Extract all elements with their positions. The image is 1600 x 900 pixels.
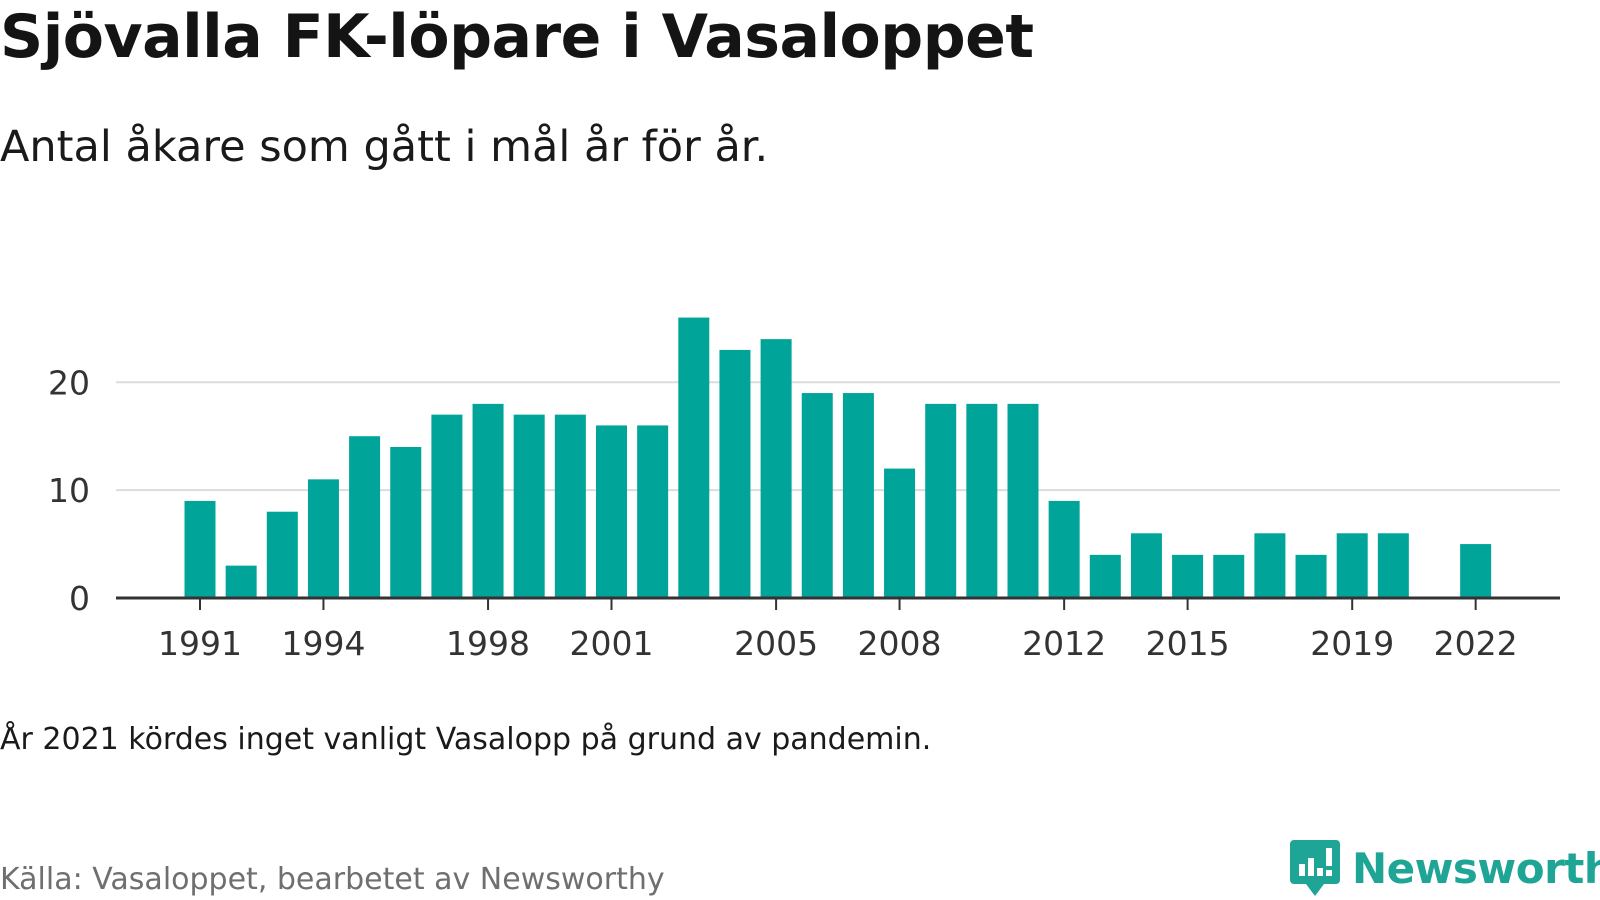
x-tick-label-1998: 1998: [446, 624, 530, 663]
bar-2016[interactable]: [1213, 554, 1245, 598]
bar-1995[interactable]: [349, 436, 381, 598]
chart-footnote: År 2021 kördes inget vanligt Vasalopp på…: [0, 722, 932, 757]
source-note: Källa: Vasaloppet, bearbetet av Newswort…: [0, 862, 665, 897]
x-tick-label-2022: 2022: [1434, 624, 1518, 663]
bar-2010[interactable]: [966, 403, 998, 598]
bar-2017[interactable]: [1254, 533, 1286, 598]
bar-2006[interactable]: [801, 393, 833, 598]
gridlines: [116, 381, 1560, 492]
y-tick-label-20: 20: [48, 363, 90, 402]
x-tick-label-1994: 1994: [281, 624, 365, 663]
x-tick-label-2005: 2005: [734, 624, 818, 663]
x-tick-label-2012: 2012: [1022, 624, 1106, 663]
bar-2003[interactable]: [678, 317, 710, 598]
bar-2004[interactable]: [719, 349, 751, 598]
bar-2022[interactable]: [1460, 544, 1492, 598]
bar-1994[interactable]: [307, 479, 339, 598]
x-axis-ticks: 1991 1994 1998 2001 2005 2008 2012 2015 2019 2022: [158, 598, 1518, 663]
newsworthy-logo[interactable]: Newsworthy: [1290, 840, 1600, 900]
bar-2015[interactable]: [1172, 554, 1204, 598]
bar-1993[interactable]: [266, 511, 298, 598]
y-tick-label-10: 10: [48, 471, 90, 510]
bar-1996[interactable]: [390, 447, 422, 598]
logo-text: Newsworthy: [1352, 844, 1600, 893]
bar-2002[interactable]: [637, 425, 669, 598]
bar-2012[interactable]: [1048, 500, 1080, 598]
bar-1991[interactable]: [184, 500, 216, 598]
x-tick-label-2015: 2015: [1146, 624, 1230, 663]
y-tick-label-0: 0: [69, 579, 90, 618]
bar-2019[interactable]: [1336, 533, 1368, 598]
bar-2014[interactable]: [1130, 533, 1162, 598]
chart-title: Sjövalla FK-löpare i Vasaloppet: [0, 2, 1034, 72]
bar-2018[interactable]: [1295, 554, 1327, 598]
bar-2011[interactable]: [1007, 403, 1039, 598]
bar-2000[interactable]: [554, 414, 586, 598]
bar-2007[interactable]: [842, 393, 874, 598]
newsworthy-logo-icon: [1290, 840, 1340, 896]
bar-2008[interactable]: [884, 468, 916, 598]
bar-1992[interactable]: [225, 565, 257, 598]
bar-1998[interactable]: [472, 403, 504, 598]
x-tick-label-2019: 2019: [1310, 624, 1394, 663]
bar-2001[interactable]: [596, 425, 627, 598]
bar-2005[interactable]: [760, 339, 792, 598]
bars: [184, 317, 1492, 598]
x-tick-label-1991: 1991: [158, 624, 242, 663]
bar-2009[interactable]: [925, 403, 957, 598]
bar-2020[interactable]: [1377, 533, 1409, 598]
chart-subtitle: Antal åkare som gått i mål år för år.: [0, 122, 769, 172]
bar-chart: 0 10 20 1991 1994 1998 2001 2005 2008 2012 2015 20…: [48, 317, 1560, 663]
bar-2013[interactable]: [1089, 554, 1121, 598]
bar-1999[interactable]: [513, 414, 545, 598]
bar-1997[interactable]: [431, 414, 463, 598]
y-axis-ticks: 0 10 20: [48, 363, 90, 618]
x-tick-label-2001: 2001: [570, 624, 654, 663]
x-tick-label-2008: 2008: [858, 624, 942, 663]
